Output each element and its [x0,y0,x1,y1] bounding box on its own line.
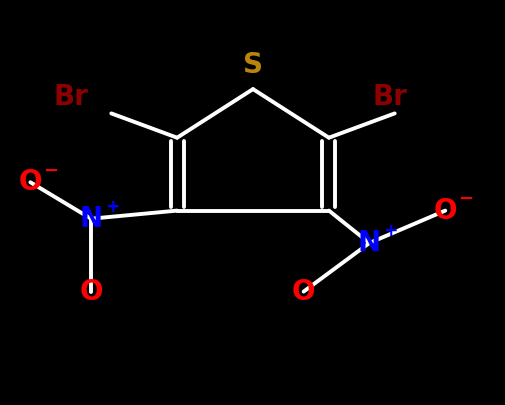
Text: −: − [457,190,472,208]
Text: Br: Br [372,83,406,111]
Text: O: O [79,277,103,306]
Text: +: + [105,198,119,215]
Text: S: S [242,51,263,79]
Text: O: O [433,196,456,225]
Text: N: N [357,229,380,257]
Text: −: − [43,162,58,180]
Text: +: + [383,222,397,240]
Text: O: O [19,168,42,196]
Text: O: O [291,277,315,306]
Text: N: N [79,205,103,233]
Text: Br: Br [54,83,88,111]
